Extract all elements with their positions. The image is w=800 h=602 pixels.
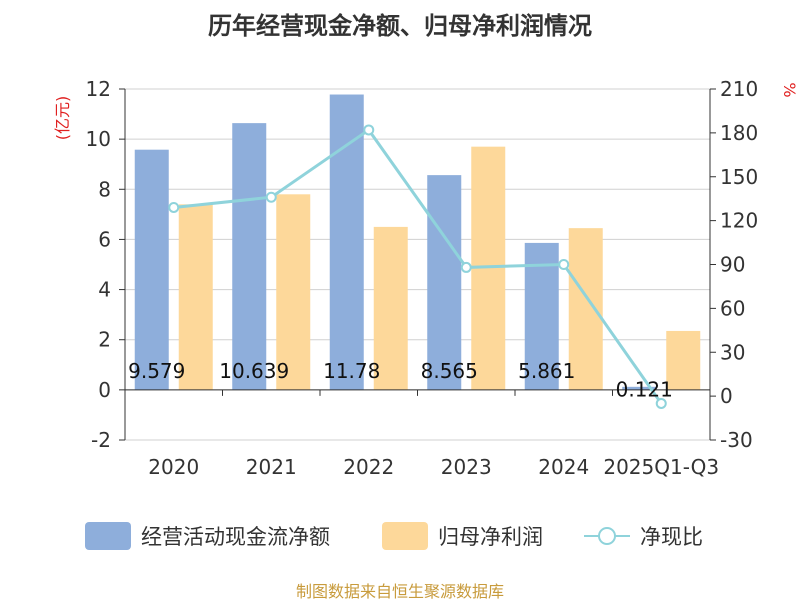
legend-item-netprofit[interactable]: 归母净利润	[382, 516, 543, 556]
category-label: 2022	[343, 455, 394, 479]
cashflow-bar	[134, 149, 169, 390]
category-label: 2020	[148, 455, 199, 479]
legend-label-cashflow: 经营活动现金流净额	[141, 525, 330, 549]
left-tick-label: 12	[86, 77, 111, 101]
netprofit-bar	[666, 330, 701, 390]
cashflow-bar	[427, 175, 462, 390]
category-label: 2024	[538, 455, 589, 479]
right-tick-label: 150	[720, 165, 758, 189]
ratio-point	[460, 261, 472, 273]
left-tick-label: 8	[98, 177, 111, 201]
chart-title: 历年经营现金净额、归母净利润情况	[208, 12, 592, 40]
ratio-line	[173, 127, 663, 405]
cashflow-data-label: 5.861	[518, 359, 575, 383]
right-tick-label: 180	[720, 121, 758, 145]
cashflow-bar	[622, 386, 657, 390]
ratio-point	[558, 259, 570, 270]
netprofit-bar	[568, 228, 603, 390]
category-label: 2021	[246, 455, 297, 479]
right-axis-unit: %	[780, 82, 799, 97]
legend-label-ratio: 净现比	[640, 525, 703, 549]
cashflow-bar	[232, 123, 267, 390]
left-axis-unit: (亿元)	[53, 96, 72, 141]
cashflow-data-label: 8.565	[421, 359, 478, 383]
right-tick-label: 0	[720, 384, 733, 408]
right-tick-label: -30	[720, 428, 753, 452]
category-label: 2023	[441, 455, 492, 479]
category-label: 2025Q1-Q3	[603, 455, 719, 479]
cashflow-data-label: 11.78	[323, 359, 380, 383]
ratio-point	[168, 201, 180, 213]
cashflow-data-label: 0.121	[616, 377, 673, 401]
right-tick-label: 120	[720, 209, 758, 233]
chart-plot: (亿元) % 12 10 8 6 4 2 0 -2 210 180 150 120 90 60 30 0 -30…	[53, 77, 799, 479]
cashflow-data-label: 9.579	[128, 359, 185, 383]
cashflow-bar	[524, 242, 559, 390]
netprofit-bar	[276, 194, 311, 390]
right-tick-label: 90	[720, 253, 745, 277]
legend-swatch-netprofit	[382, 522, 428, 550]
cashflow-data-label: 10.639	[219, 359, 289, 383]
ratio-point	[363, 124, 375, 136]
left-tick-label: 10	[86, 127, 111, 151]
left-tick-label: 0	[98, 378, 111, 402]
left-tick-label: 6	[98, 227, 111, 251]
legend-item-ratio[interactable]: 净现比	[584, 516, 703, 556]
right-tick-label: 210	[720, 77, 758, 101]
cashflow-bar	[329, 94, 364, 390]
left-tick-label: 4	[98, 278, 111, 302]
legend-swatch-cashflow	[85, 522, 131, 550]
netprofit-bar	[373, 226, 408, 390]
legend: 经营活动现金流净额 归母净利润 净现比	[0, 516, 800, 556]
data-source-note: 制图数据来自恒生聚源数据库	[295, 582, 504, 601]
netprofit-bar	[178, 204, 213, 390]
left-tick-label: 2	[98, 328, 111, 352]
right-tick-label: 30	[720, 340, 745, 364]
right-tick-label: 60	[720, 296, 745, 320]
legend-line-ratio	[584, 522, 630, 550]
ratio-point	[655, 397, 667, 409]
legend-label-netprofit: 归母净利润	[438, 525, 543, 549]
left-tick-label: -2	[91, 428, 111, 452]
legend-item-cashflow[interactable]: 经营活动现金流净额	[85, 516, 330, 556]
ratio-point	[265, 191, 277, 203]
